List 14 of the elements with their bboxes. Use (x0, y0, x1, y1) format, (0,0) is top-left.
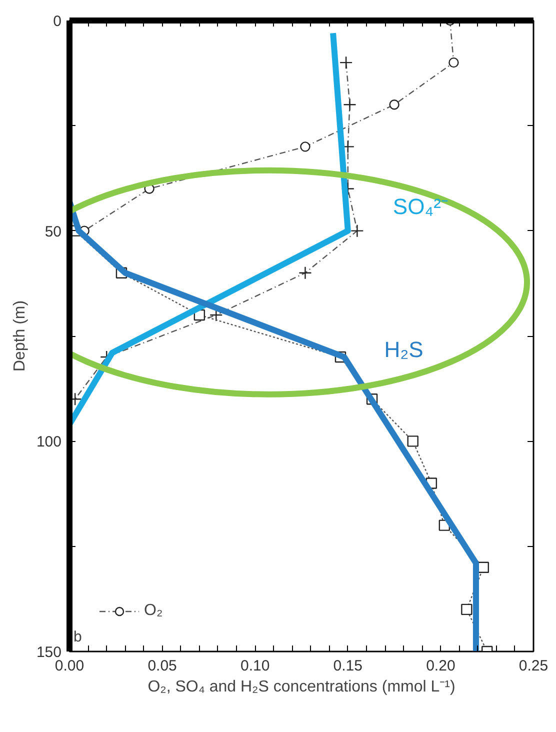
annotation: b (74, 628, 82, 646)
y-tick-label: 100 (36, 434, 62, 451)
y-tick-label: 0 (53, 13, 62, 30)
text: SO₄²⁻ (392, 194, 448, 219)
x-axis-title: O₂, SO₄ and H₂S concentrations (mmol L⁻¹) (148, 678, 456, 696)
x-tick-label: 0.10 (240, 658, 270, 674)
legend-label: O₂ (144, 602, 164, 620)
series-label: H₂S (384, 337, 424, 362)
y-axis-title: Depth (m) (11, 300, 28, 372)
y-tick-label: 50 (44, 223, 62, 240)
x-tick-label: 0.15 (333, 658, 363, 674)
x-tick-label: 0.05 (148, 658, 177, 674)
x-tick-label: 0.25 (518, 658, 548, 674)
x-tick-label: 0.20 (426, 658, 456, 674)
